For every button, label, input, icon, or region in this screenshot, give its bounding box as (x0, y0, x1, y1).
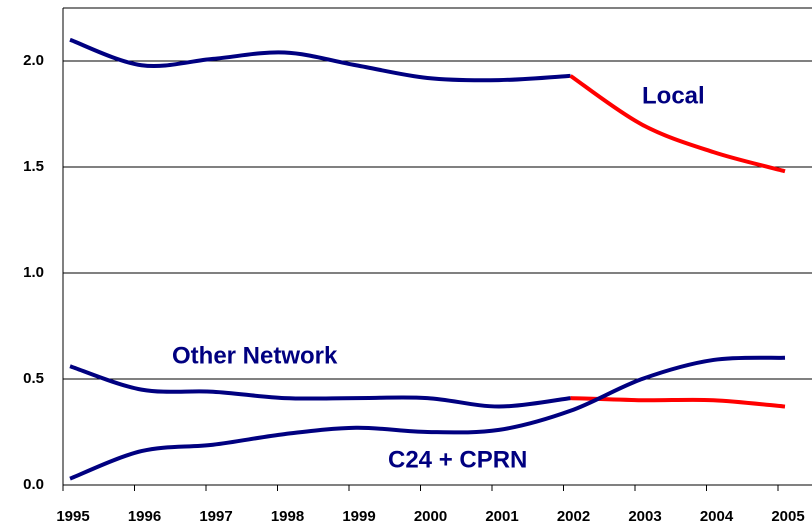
y-tick-label: 1.5 (23, 158, 44, 175)
x-tick-label: 2004 (700, 508, 734, 525)
series-line-changed (570, 396, 786, 409)
series-label: Local (642, 82, 705, 109)
series-line (69, 355, 786, 481)
y-tick-label: 1.0 (23, 264, 44, 281)
x-tick-label: 1997 (199, 508, 232, 525)
series-label: C24 + CPRN (388, 446, 527, 473)
x-tick-label: 1998 (271, 508, 304, 525)
y-tick-label: 0.0 (23, 476, 44, 493)
series-line-changed (569, 74, 786, 174)
x-tick-label: 2002 (557, 508, 590, 525)
x-tick-label: 1995 (56, 508, 89, 525)
series-line (69, 37, 571, 83)
series-line (69, 364, 571, 409)
y-tick-label: 2.0 (23, 52, 44, 69)
x-tick-label: 1999 (342, 508, 375, 525)
x-tick-label: 2000 (414, 508, 447, 525)
x-tick-label: 1996 (128, 508, 161, 525)
x-tick-label: 2001 (485, 508, 518, 525)
x-tick-label: 2003 (628, 508, 661, 525)
y-tick-label: 0.5 (23, 370, 44, 387)
series-label: Other Network (172, 342, 338, 369)
x-tick-label: 2005 (771, 508, 804, 525)
